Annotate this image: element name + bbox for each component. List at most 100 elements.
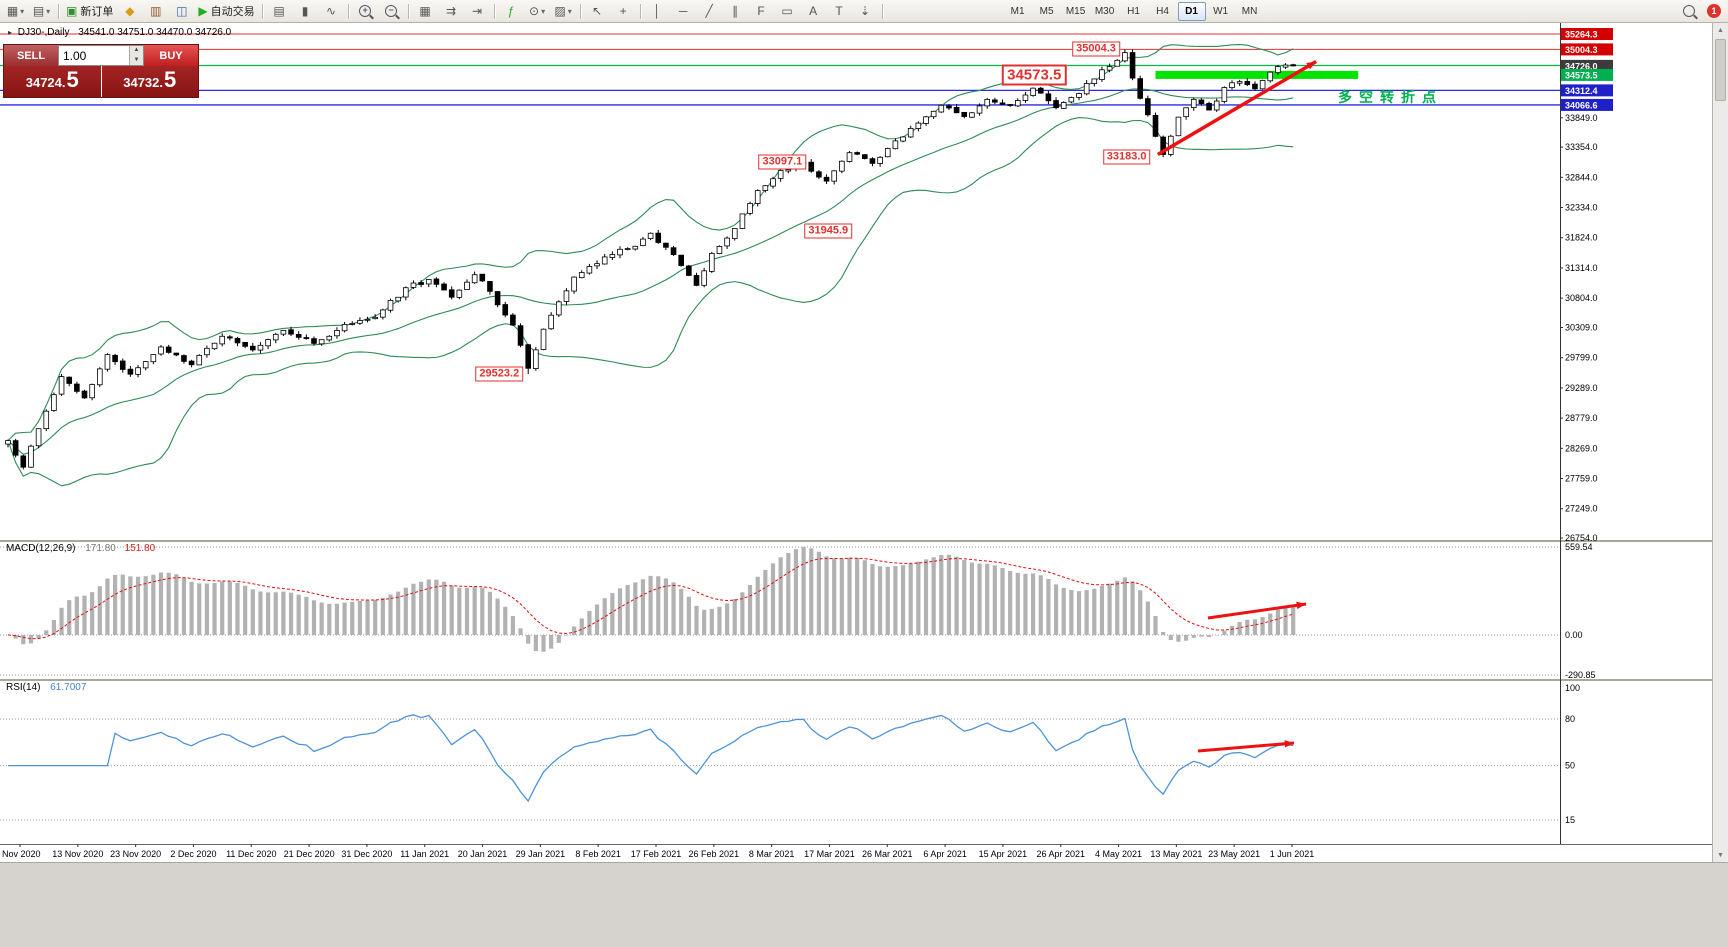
vertical-line-icon: │ bbox=[653, 4, 661, 18]
buy-price-main: 34732. bbox=[123, 75, 163, 91]
sell-price[interactable]: 34724. 5 bbox=[4, 66, 101, 97]
bars-type-button[interactable]: ▤ bbox=[267, 2, 292, 21]
zoom-out-icon: − bbox=[385, 5, 398, 17]
auto-trading-button[interactable]: ▶ 自动交易 bbox=[195, 2, 257, 21]
search-button[interactable] bbox=[1676, 2, 1701, 21]
line-type-icon: ∿ bbox=[326, 4, 337, 18]
new-chart-caret-icon: ▾ bbox=[20, 6, 25, 16]
zoom-in-button[interactable]: + bbox=[353, 2, 378, 21]
toolbar-items: ▦ ▾ ▤ ▾ ▣ 新订单 ◆ ▥ ◫ ▶ 自动交易 ▤ ▮ ∿ + − ▦ ⇉ ⇥ ƒ ⊙ ▾ ▨ ▾ ↖ + │ ─ ╱ ∥ F ▭ A T ⇣ bbox=[3, 2, 886, 21]
crosshair-icon: + bbox=[619, 4, 627, 18]
indicators-icon: ƒ bbox=[507, 4, 515, 18]
channel-button[interactable]: ∥ bbox=[723, 2, 748, 21]
vertical-scrollbar[interactable]: ▲ ▼ bbox=[1712, 23, 1728, 862]
new-order-button[interactable]: ▣ 新订单 bbox=[63, 2, 116, 21]
label-tool-button[interactable]: T bbox=[827, 2, 852, 21]
scroll-up-icon[interactable]: ▲ bbox=[1717, 26, 1724, 34]
new-order-label: 新订单 bbox=[80, 6, 114, 18]
svg-text:35264.3: 35264.3 bbox=[1565, 30, 1598, 40]
new-order-icon: ▣ bbox=[66, 4, 78, 18]
templates-caret-icon: ▾ bbox=[567, 6, 572, 16]
zoom-out-button[interactable]: − bbox=[379, 2, 404, 21]
buy-button[interactable]: BUY bbox=[144, 45, 198, 67]
line-type-button[interactable]: ∿ bbox=[319, 2, 344, 21]
profiles-icon: ▤ bbox=[32, 4, 45, 18]
templates-button[interactable]: ▨ ▾ bbox=[551, 2, 576, 21]
timeframe-h1[interactable]: H1 bbox=[1127, 5, 1140, 17]
buy-price[interactable]: 34732. 5 bbox=[101, 66, 198, 97]
templates-icon: ▨ bbox=[554, 4, 566, 18]
cursor-button[interactable]: ↖ bbox=[585, 2, 610, 21]
price-chart-canvas[interactable]: 33849.0 33354.0 32844.0 32334.0 31824.0 31314… bbox=[0, 23, 1712, 862]
horizontal-line-icon: ─ bbox=[678, 4, 688, 18]
chart-window[interactable]: 33849.0 33354.0 32844.0 32334.0 31824.0 31314… bbox=[0, 23, 1712, 862]
lot-size-box: ▲ ▼ bbox=[58, 45, 144, 67]
timeframe-m30[interactable]: M30 bbox=[1094, 5, 1115, 17]
timeframe-m1[interactable]: M1 bbox=[1010, 5, 1025, 17]
svg-text:29 Jan 2021: 29 Jan 2021 bbox=[516, 849, 566, 859]
fibonacci-button[interactable]: F bbox=[749, 2, 774, 21]
timeframe-d1[interactable]: D1 bbox=[1177, 1, 1206, 21]
svg-text:31 Dec 2020: 31 Dec 2020 bbox=[341, 849, 392, 859]
arrows-tool-icon: ⇣ bbox=[860, 4, 871, 18]
candles-type-icon: ▮ bbox=[301, 4, 309, 18]
chart-symbol-period: DJ30-,Daily bbox=[17, 27, 70, 38]
scrollbar-thumb[interactable] bbox=[1715, 39, 1726, 101]
sell-button[interactable]: SELL bbox=[4, 45, 58, 67]
notification-badge[interactable]: 1 bbox=[1707, 4, 1721, 18]
profiles-caret-icon: ▾ bbox=[46, 6, 51, 16]
new-chart-button[interactable]: ▦ ▾ bbox=[3, 2, 28, 21]
lot-decrease-button[interactable]: ▼ bbox=[130, 55, 143, 66]
tile-windows-button[interactable]: ▦ bbox=[413, 2, 438, 21]
svg-text:35004.3: 35004.3 bbox=[1565, 45, 1598, 55]
macd-name: MACD(12,26,9) bbox=[6, 543, 76, 554]
sell-price-big-digit: 5 bbox=[66, 67, 79, 93]
svg-text:6 Apr 2021: 6 Apr 2021 bbox=[923, 849, 967, 859]
timeframe-m15[interactable]: M15 bbox=[1065, 5, 1086, 17]
auto-scroll-button[interactable]: ⇉ bbox=[439, 2, 464, 21]
svg-text:33354.0: 33354.0 bbox=[1565, 142, 1598, 152]
shapes-button[interactable]: ▭ bbox=[775, 2, 800, 21]
trendline-icon: ╱ bbox=[705, 4, 713, 18]
svg-text:15 Apr 2021: 15 Apr 2021 bbox=[979, 849, 1028, 859]
lot-increase-button[interactable]: ▲ bbox=[130, 46, 143, 56]
svg-text:34573.5: 34573.5 bbox=[1565, 70, 1598, 80]
timeframe-w1[interactable]: W1 bbox=[1213, 5, 1229, 17]
sep-7 bbox=[639, 3, 641, 19]
lot-input[interactable] bbox=[59, 46, 129, 66]
indicators-button[interactable]: ƒ bbox=[499, 2, 524, 21]
svg-text:31314.0: 31314.0 bbox=[1565, 263, 1598, 273]
market-watch-button[interactable]: ▥ bbox=[143, 2, 168, 21]
svg-text:23 May 2021: 23 May 2021 bbox=[1208, 849, 1260, 859]
sep-3 bbox=[347, 3, 349, 19]
horizontal-line-button[interactable]: ─ bbox=[671, 2, 696, 21]
chart-shift-button[interactable]: ⇥ bbox=[465, 2, 490, 21]
candles-type-button[interactable]: ▮ bbox=[293, 2, 318, 21]
vertical-line-button[interactable]: │ bbox=[645, 2, 670, 21]
metaeditor-button[interactable]: ◆ bbox=[117, 2, 142, 21]
buy-price-big-digit: 5 bbox=[164, 67, 177, 93]
scroll-down-icon[interactable]: ▼ bbox=[1717, 851, 1724, 859]
svg-text:26754.0: 26754.0 bbox=[1565, 533, 1598, 543]
macd-main-value: 171.80 bbox=[85, 543, 116, 554]
svg-text:0.00: 0.00 bbox=[1565, 630, 1583, 640]
trendline-button[interactable]: ╱ bbox=[697, 2, 722, 21]
shapes-icon: ▭ bbox=[781, 4, 793, 18]
svg-text:11 Dec 2020: 11 Dec 2020 bbox=[226, 849, 276, 859]
text-tool-button[interactable]: A bbox=[801, 2, 826, 21]
periods-button[interactable]: ⊙ ▾ bbox=[525, 2, 550, 21]
profiles-button[interactable]: ▤ ▾ bbox=[29, 2, 54, 21]
svg-text:29799.0: 29799.0 bbox=[1565, 353, 1598, 363]
svg-text:8 Mar 2021: 8 Mar 2021 bbox=[749, 849, 795, 859]
crosshair-button[interactable]: + bbox=[611, 2, 636, 21]
timeframe-m5[interactable]: M5 bbox=[1039, 5, 1054, 17]
svg-text:13 May 2021: 13 May 2021 bbox=[1150, 849, 1202, 859]
timeframe-h4[interactable]: H4 bbox=[1156, 5, 1169, 17]
svg-text:17 Mar 2021: 17 Mar 2021 bbox=[804, 849, 855, 859]
arrows-tool-button[interactable]: ⇣ bbox=[853, 2, 878, 21]
timeframe-mn[interactable]: MN bbox=[1241, 5, 1258, 17]
toolbar: ▦ ▾ ▤ ▾ ▣ 新订单 ◆ ▥ ◫ ▶ 自动交易 ▤ ▮ ∿ + − ▦ ⇉ ⇥ ƒ ⊙ ▾ ▨ ▾ ↖ + │ ─ ╱ ∥ F ▭ A T ⇣… bbox=[0, 0, 1728, 23]
navigator-button[interactable]: ◫ bbox=[169, 2, 194, 21]
sep-4 bbox=[407, 3, 409, 19]
text-tool-icon: A bbox=[809, 4, 818, 18]
